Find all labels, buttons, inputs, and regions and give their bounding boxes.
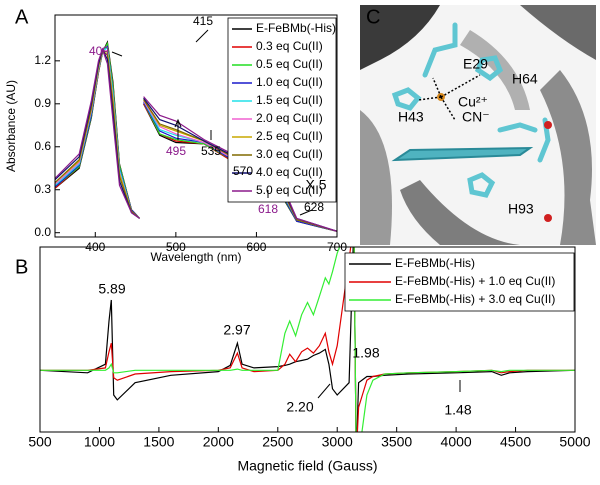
legend-label: 2.0 eq Cu(II) [256,111,323,125]
x-tick-label: 2500 [262,434,293,450]
legend-label: E-FeBMb(-His) [256,21,336,35]
annotation: 570 [233,164,253,178]
structure-label: E29 [463,56,488,72]
y-tick-label: 1.2 [34,53,51,67]
annotation: 409 [89,44,109,58]
x-tick-label: 500 [28,434,52,450]
y-tick-label: 0.9 [34,96,51,110]
legend-label: E-FeBMb(-His) + 1.0 eq Cu(II) [395,274,555,288]
annotation: 1.48 [444,402,471,418]
annotation: 535 [201,144,221,158]
x-tick-label: 2000 [203,434,234,450]
annotation: 5.89 [98,281,125,297]
annotation: 628 [304,200,324,214]
panel-label: B [15,256,28,278]
legend-label: E-FeBMb(-His) [395,256,475,270]
x-tick-label: 3000 [322,434,353,450]
x-tick-label: 1000 [84,434,115,450]
annotation: 2.97 [223,322,250,338]
x-tick-label: 4000 [441,434,472,450]
annotation: 618 [258,202,278,216]
structure-image [360,5,596,245]
legend-label: 0.3 eq Cu(II) [256,39,323,53]
legend-box [227,17,337,203]
plot-lines [40,247,575,432]
legend-label: 1.5 eq Cu(II) [256,93,323,107]
legend-label: 0.5 eq Cu(II) [256,57,323,71]
legend-label: E-FeBMb(-His) + 3.0 eq Cu(II) [395,292,555,306]
annotation-pointer [174,118,182,128]
annotation-pointer [299,209,313,216]
series-line [40,247,575,432]
structure-label: H43 [398,109,424,125]
annotation: 415 [193,14,213,28]
legend-label: 2.5 eq Cu(II) [256,129,323,143]
structure-label: H64 [512,71,538,87]
legend-label: 3.0 eq Cu(II) [256,147,323,161]
plot-frame [54,14,338,238]
plot-frame [39,246,576,433]
annotation: 495 [166,144,186,158]
y-axis-label: Absorbance (AU) [4,80,18,172]
legend-label: 5.0 eq Cu(II) [256,183,323,197]
legend-label: 1.0 eq Cu(II) [256,75,323,89]
panel-label: C [366,6,380,28]
x-tick-label: 5000 [559,434,590,450]
annotation: 1.98 [352,345,379,361]
series-line [40,247,575,432]
structure-label: Cu²⁺ [458,94,488,110]
x-tick-label: 4500 [500,434,531,450]
structure-label: H93 [508,201,534,217]
annotation: 2.20 [286,399,313,415]
x-tick-label: 3500 [381,434,412,450]
annotation: X 5 [305,177,326,193]
structure-label: CN⁻ [462,109,490,125]
x-tick-label: 1500 [143,434,174,450]
y-tick-label: 0.3 [34,182,51,196]
y-tick-label: 0.0 [34,225,51,239]
y-tick-label: 0.6 [34,139,51,153]
annotation-pointer [317,383,331,399]
annotation-pointer [195,29,209,43]
x-axis-label: Wavelength (nm) [151,250,242,264]
x-axis-label: Magnetic field (Gauss) [237,458,377,474]
panel-label: A [15,6,29,28]
legend-label: 4.0 eq Cu(II) [256,165,323,179]
annotation-pointer [111,51,123,57]
